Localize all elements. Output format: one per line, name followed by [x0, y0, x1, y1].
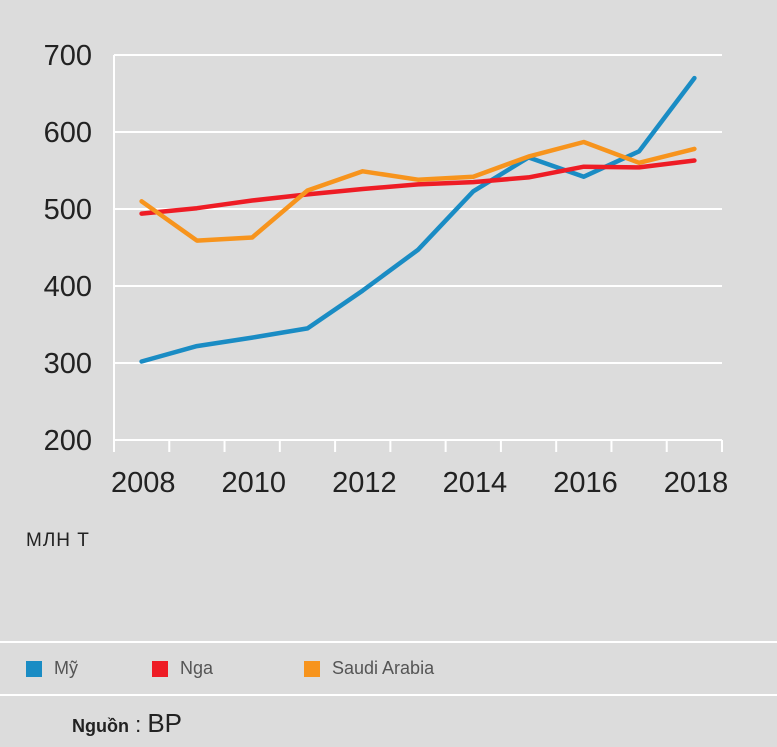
- source-value: BP: [147, 708, 183, 738]
- x-tick-label-2010: 2010: [222, 467, 287, 499]
- series-line-1: [139, 158, 697, 216]
- series-line-0: [139, 75, 697, 364]
- source-separator: :: [128, 712, 148, 737]
- legend-label-nga: Nga: [180, 658, 214, 678]
- x-tick-label-2018: 2018: [664, 467, 729, 499]
- legend-swatch-nga: [152, 660, 168, 677]
- source-note: Nguồn : BP: [72, 708, 182, 739]
- legend-item-nga: Nga: [152, 658, 213, 679]
- legend: Mỹ Nga Saudi Arabia: [0, 658, 777, 688]
- legend-bottom-divider: [0, 694, 777, 696]
- y-axis-unit-label: МЛН Т: [26, 530, 90, 551]
- legend-swatch-my: [26, 660, 42, 677]
- ticks-layer: 700 600 500 400 300 200 2008 2010 2012 2014 2016 20…: [44, 40, 729, 499]
- legend-item-my: Mỹ: [26, 658, 78, 679]
- x-tick-label-2014: 2014: [443, 467, 508, 499]
- legend-top-divider: [0, 641, 777, 643]
- series-line-2: [139, 139, 697, 243]
- y-tick-label-400: 400: [44, 271, 92, 303]
- x-tick-label-2008: 2008: [111, 467, 176, 499]
- legend-label-my: Mỹ: [54, 658, 78, 678]
- legend-item-saudi: Saudi Arabia: [304, 658, 434, 679]
- y-tick-label-600: 600: [44, 117, 92, 149]
- legend-swatch-saudi: [304, 660, 320, 677]
- y-tick-label-300: 300: [44, 348, 92, 380]
- x-tick-label-2016: 2016: [553, 467, 618, 499]
- x-tick-label-2012: 2012: [332, 467, 397, 499]
- series-layer: [139, 75, 697, 364]
- y-tick-label-200: 200: [44, 425, 92, 457]
- y-tick-label-500: 500: [44, 194, 92, 226]
- source-key: Nguồn: [72, 716, 129, 736]
- axis-layer: [113, 55, 723, 452]
- legend-label-saudi: Saudi Arabia: [332, 658, 435, 678]
- grid-layer: [114, 54, 722, 364]
- line-chart: 700 600 500 400 300 200 2008 2010 2012 2014 2016 20…: [44, 40, 729, 499]
- y-tick-label-700: 700: [44, 40, 92, 72]
